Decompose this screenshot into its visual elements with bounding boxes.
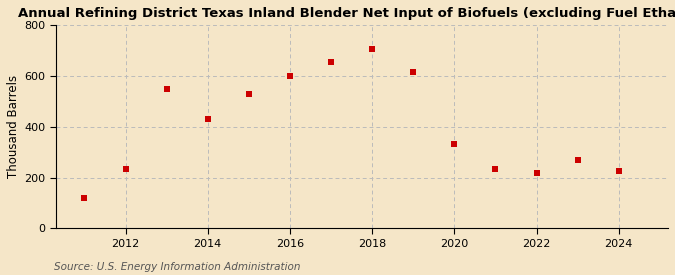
Point bbox=[161, 87, 172, 92]
Point bbox=[79, 196, 90, 200]
Point bbox=[367, 47, 377, 52]
Point bbox=[490, 167, 501, 172]
Point bbox=[408, 70, 418, 75]
Title: Annual Refining District Texas Inland Blender Net Input of Biofuels (excluding F: Annual Refining District Texas Inland Bl… bbox=[18, 7, 675, 20]
Point bbox=[531, 170, 542, 175]
Text: Source: U.S. Energy Information Administration: Source: U.S. Energy Information Administ… bbox=[54, 262, 300, 272]
Point bbox=[202, 117, 213, 121]
Point bbox=[572, 158, 583, 162]
Point bbox=[614, 169, 624, 174]
Y-axis label: Thousand Barrels: Thousand Barrels bbox=[7, 75, 20, 178]
Point bbox=[120, 167, 131, 171]
Point bbox=[325, 60, 336, 64]
Point bbox=[449, 142, 460, 146]
Point bbox=[244, 92, 254, 96]
Point bbox=[285, 74, 296, 78]
